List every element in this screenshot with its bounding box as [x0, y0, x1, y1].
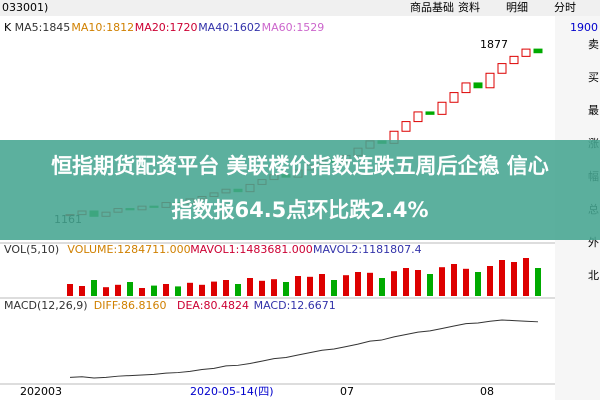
volume-bar — [487, 266, 493, 296]
volume-bar — [115, 284, 121, 296]
volume-bar — [175, 286, 181, 296]
ma-legend: MA10:1812 — [71, 21, 134, 34]
volume-bar — [523, 258, 529, 296]
volume-bar — [223, 280, 229, 296]
volume-bar — [403, 268, 409, 296]
top-bar — [0, 0, 600, 16]
volume-bar — [295, 276, 301, 296]
side-label: 外 — [588, 236, 599, 249]
candle — [401, 121, 411, 132]
dif-line — [69, 319, 539, 379]
volume-bar — [211, 281, 217, 296]
candle — [521, 48, 531, 57]
volume-bar — [151, 285, 157, 296]
volume-bar — [511, 262, 517, 296]
tab: 明细 — [506, 1, 528, 14]
candle — [461, 82, 471, 94]
date-label: 07 — [340, 385, 354, 398]
tab: 资料 — [458, 0, 480, 14]
volume-bar — [451, 264, 457, 296]
volume-bar — [247, 278, 253, 296]
candle — [413, 111, 423, 123]
tab: 商品基础 — [410, 0, 454, 14]
volume-bar — [139, 288, 145, 296]
overlay-line: 恒指期货配资平台 美联楼价指数连跌五周后企稳 信心 — [51, 154, 549, 178]
side-label: 北 — [588, 269, 599, 282]
high-label: 1877 — [480, 38, 508, 51]
macd-legend: MACD:12.6671 — [254, 299, 336, 312]
vol-legend: VOLUME:1284711.000 — [67, 243, 190, 256]
volume-bar — [439, 267, 445, 296]
volume-bar — [79, 286, 85, 296]
volume-bar — [103, 287, 109, 296]
ma-legend: MA5:1845 — [15, 21, 71, 34]
price-box: 1900 — [570, 21, 598, 34]
volume-bar — [199, 284, 205, 296]
volume-bar — [271, 279, 277, 296]
overlay-line: 指数报64.5点环比跌2.4% — [171, 198, 429, 222]
volume-bar — [235, 284, 241, 296]
volume-bar — [499, 260, 505, 296]
ma-legend: K — [4, 21, 12, 34]
candle — [473, 82, 483, 89]
candle — [437, 101, 447, 115]
volume-bar — [319, 274, 325, 296]
date-label: 2020-05-14(四) — [190, 385, 274, 398]
volume-bar — [427, 274, 433, 296]
overlay: 恒指期货配资平台 美联楼价指数连跌五周后企稳 信心 指数报64.5点环比跌2.4% — [0, 140, 600, 240]
volume-bar — [391, 271, 397, 296]
tab: 分时 — [554, 1, 576, 14]
vol-legend: MAVOL1:1483681.000 — [190, 243, 313, 256]
volume-bar — [187, 282, 193, 296]
candle — [449, 92, 459, 103]
volume-bar — [163, 284, 169, 296]
volume-bar — [415, 270, 421, 296]
side-label: 最 — [588, 104, 599, 117]
macd-legend: DIFF:86.8160 — [94, 299, 167, 312]
volume-bar — [379, 278, 385, 296]
volume-bar — [259, 280, 265, 296]
volume-bar — [331, 280, 337, 296]
volume-bar — [283, 282, 289, 296]
vol-legend: MAVOL2:1181807.4 — [313, 243, 422, 256]
ma-legend: MA60:1529 — [262, 21, 325, 34]
volume-bar — [67, 284, 73, 296]
macd-legend: MACD(12,26,9) — [4, 299, 88, 312]
macd-legend: DEA:80.4824 — [177, 299, 249, 312]
code: 033001) — [2, 1, 48, 14]
date-label: 08 — [480, 385, 494, 398]
side-label: 买 — [588, 71, 599, 84]
volume-bar — [535, 268, 541, 296]
ma-legend: MA40:1602 — [198, 21, 261, 34]
candle — [425, 111, 435, 115]
volume-bar — [127, 282, 133, 296]
volume-bar — [307, 276, 313, 296]
volume-bar — [355, 272, 361, 296]
volume-bar — [367, 272, 373, 296]
candle — [509, 55, 519, 65]
vol-legend: VOL(5,10) — [4, 243, 59, 256]
date-label: 202003 — [20, 385, 62, 398]
volume-bar — [475, 272, 481, 296]
volume-bar — [91, 280, 97, 296]
ma-legend: MA20:1720 — [135, 21, 198, 34]
candle — [485, 72, 495, 89]
candle — [533, 48, 543, 54]
volume-bar — [343, 275, 349, 296]
candle — [497, 63, 507, 74]
volume-bar — [463, 268, 469, 296]
side-label: 卖 — [588, 38, 599, 51]
